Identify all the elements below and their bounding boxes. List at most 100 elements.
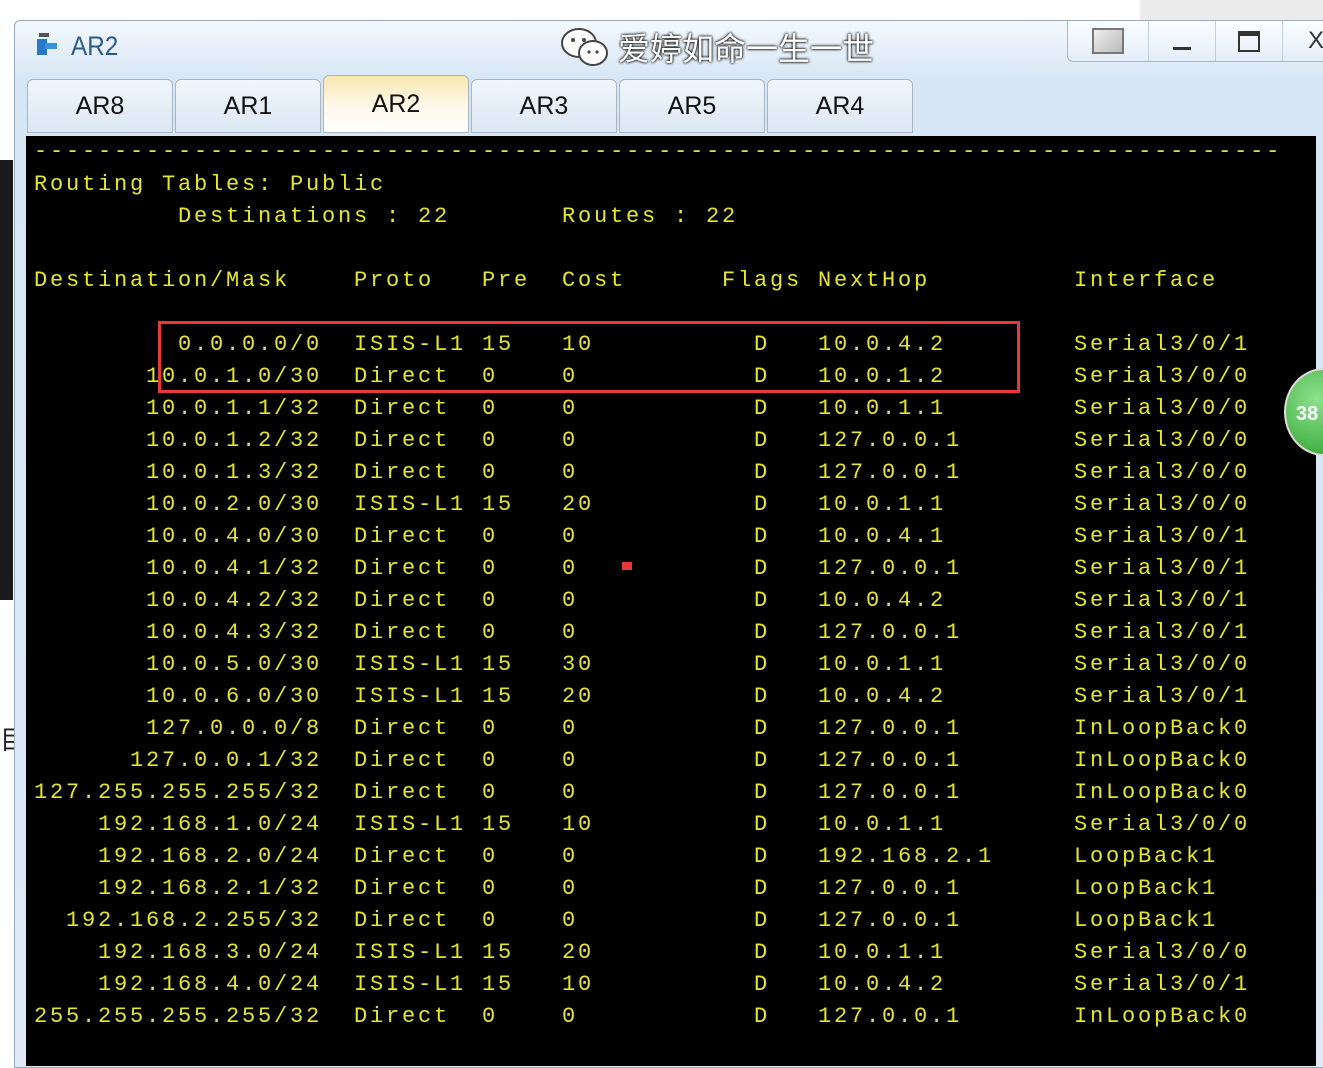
destinations-count: Destinations : 22: [178, 204, 451, 229]
proto-cell: Direct: [354, 556, 451, 581]
cost-cell: 20: [562, 684, 595, 709]
pre-cell: 0: [482, 748, 499, 773]
destination-mask-cell: 10.0.1.1/32: [145, 396, 322, 421]
restore-icon: [1092, 28, 1124, 54]
tab-ar2[interactable]: AR2: [323, 75, 469, 133]
cost-cell: 0: [562, 588, 579, 613]
nexthop-cell: 10.0.1.1: [818, 940, 947, 965]
nexthop-cell: 192.168.2.1: [818, 844, 995, 869]
flags-cell: D: [754, 620, 771, 645]
table-row: 10.0.4.3/32 Direct 0 0 D 127.0.0.1 Serial3/0/1: [34, 617, 1314, 649]
proto-cell: Direct: [354, 716, 451, 741]
interface-cell: LoopBack1: [1074, 876, 1219, 901]
proto-cell: Direct: [354, 844, 451, 869]
cost-cell: 0: [562, 364, 579, 389]
highlight-box: [158, 321, 1020, 393]
flags-cell: D: [754, 844, 771, 869]
cost-cell: 0: [562, 1004, 579, 1029]
cost-cell: 0: [562, 396, 579, 421]
interface-cell: Serial3/0/1: [1074, 684, 1251, 709]
cost-cell: 0: [562, 556, 579, 581]
close-button[interactable]: X: [1282, 21, 1323, 61]
nexthop-cell: 127.0.0.1: [818, 460, 963, 485]
proto-cell: ISIS-L1: [354, 332, 467, 357]
destination-mask-cell: 127.255.255.255/32: [33, 780, 322, 805]
proto-cell: ISIS-L1: [354, 684, 467, 709]
table-row: 10.0.1.1/32 Direct 0 0 D 10.0.1.1 Serial3/0/0: [34, 393, 1314, 425]
flags-cell: D: [754, 684, 771, 709]
destination-mask-cell: 10.0.4.2/32: [145, 588, 322, 613]
tab-ar4[interactable]: AR4: [767, 79, 913, 133]
destination-mask-cell: 10.0.4.3/32: [145, 620, 322, 645]
cost-cell: 0: [562, 524, 579, 549]
table-row: 192.168.2.0/24 Direct 0 0 D 192.168.2.1 LoopBa…: [34, 841, 1314, 873]
nexthop-cell: 10.0.1.1: [818, 812, 947, 837]
nexthop-cell: 127.0.0.1: [818, 1004, 963, 1029]
pre-cell: 15: [482, 492, 515, 517]
interface-cell: LoopBack1: [1074, 908, 1219, 933]
terminal-output[interactable]: [26, 136, 1316, 1066]
background: [0, 0, 1323, 20]
proto-cell: Direct: [354, 364, 451, 389]
destination-mask-cell: 10.0.4.1/32: [145, 556, 322, 581]
tab-ar3[interactable]: AR3: [471, 79, 617, 133]
flags-cell: D: [754, 716, 771, 741]
interface-cell: Serial3/0/1: [1074, 524, 1251, 549]
cost-cell: 10: [562, 972, 595, 997]
minimize-button[interactable]: [1148, 21, 1215, 61]
destination-mask-cell: 10.0.1.0/30: [145, 364, 322, 389]
destination-mask-cell: 10.0.5.0/30: [145, 652, 322, 677]
cost-cell: 10: [562, 332, 595, 357]
table-row: 127.0.0.1/32 Direct 0 0 D 127.0.0.1 InLoopBack…: [34, 745, 1314, 777]
table-row: 255.255.255.255/32 Direct 0 0 D 127.0.0.1 InLo…: [34, 1001, 1314, 1033]
flags-cell: D: [754, 876, 771, 901]
tab-ar5[interactable]: AR5: [619, 79, 765, 133]
interface-cell: Serial3/0/1: [1074, 972, 1251, 997]
table-row: 0.0.0.0/0 ISIS-L1 15 10 D 10.0.4.2 Serial3/0/1: [34, 329, 1314, 361]
maximize-button[interactable]: [1215, 21, 1282, 61]
interface-cell: Serial3/0/0: [1074, 364, 1251, 389]
table-row: 10.0.4.1/32 Direct 0 0 D 127.0.0.1 Serial3/0/1: [34, 553, 1314, 585]
table-row: 10.0.5.0/30 ISIS-L1 15 30 D 10.0.1.1 Serial3/0…: [34, 649, 1314, 681]
cost-cell: 0: [562, 908, 579, 933]
nexthop-cell: 10.0.4.2: [818, 684, 947, 709]
proto-cell: Direct: [354, 396, 451, 421]
pre-cell: 15: [482, 684, 515, 709]
nexthop-cell: 10.0.1.2: [818, 364, 947, 389]
nexthop-cell: 10.0.1.1: [818, 492, 947, 517]
interface-cell: InLoopBack0: [1074, 748, 1251, 773]
routes-count: Routes : 22: [562, 204, 739, 229]
tab-ar1[interactable]: AR1: [175, 79, 321, 133]
restore-down-button[interactable]: [1068, 21, 1148, 61]
flags-cell: D: [754, 556, 771, 581]
pre-cell: 0: [482, 844, 499, 869]
cost-cell: 0: [562, 844, 579, 869]
destination-mask-cell: 10.0.1.3/32: [145, 460, 322, 485]
flags-cell: D: [754, 652, 771, 677]
flags-cell: D: [754, 972, 771, 997]
interface-cell: Serial3/0/0: [1074, 812, 1251, 837]
background-panel: [1140, 0, 1323, 22]
flags-cell: D: [754, 492, 771, 517]
nexthop-cell: 10.0.1.1: [818, 652, 947, 677]
proto-cell: Direct: [354, 428, 451, 453]
column-header-cost: Cost: [562, 268, 627, 293]
cost-cell: 0: [562, 876, 579, 901]
destination-mask-cell: 192.168.3.0/24: [97, 940, 322, 965]
table-row: 10.0.1.2/32 Direct 0 0 D 127.0.0.1 Serial3/0/0: [34, 425, 1314, 457]
tab-ar8[interactable]: AR8: [27, 79, 173, 133]
interface-cell: Serial3/0/0: [1074, 428, 1251, 453]
interface-cell: Serial3/0/0: [1074, 652, 1251, 677]
minimize-icon: [1173, 46, 1191, 50]
pre-cell: 15: [482, 332, 515, 357]
interface-cell: InLoopBack0: [1074, 780, 1251, 805]
nexthop-cell: 10.0.4.2: [818, 972, 947, 997]
interface-cell: Serial3/0/1: [1074, 332, 1251, 357]
nexthop-cell: 127.0.0.1: [818, 556, 963, 581]
flags-cell: D: [754, 396, 771, 421]
column-header-interface: Interface: [1074, 268, 1219, 293]
destination-mask-cell: 10.0.2.0/30: [145, 492, 322, 517]
highlight-marker: [622, 562, 632, 570]
pre-cell: 0: [482, 876, 499, 901]
destination-mask-cell: 10.0.1.2/32: [145, 428, 322, 453]
